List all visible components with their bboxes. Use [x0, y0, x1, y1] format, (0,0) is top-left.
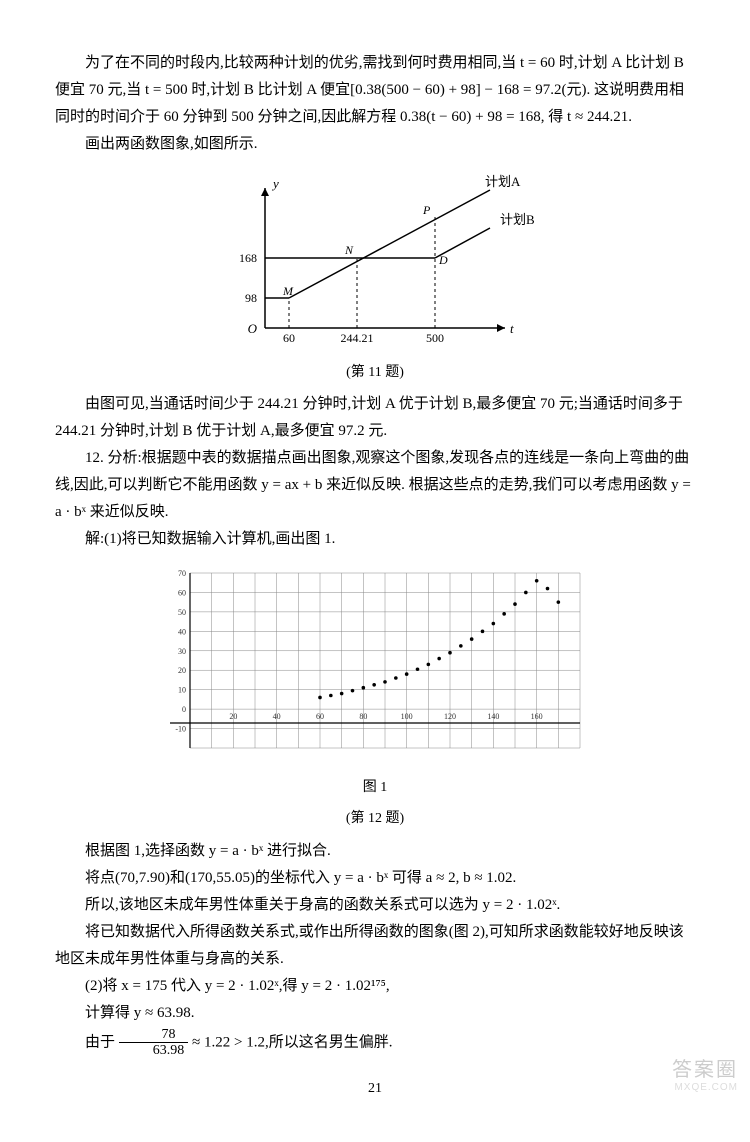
para-12-pre: 由于 [85, 1034, 115, 1050]
svg-text:-10: -10 [175, 725, 186, 734]
para-11: 计算得 y ≈ 63.98. [55, 1000, 695, 1027]
para-5: 解:(1)将已知数据输入计算机,画出图 1. [55, 526, 695, 553]
svg-text:100: 100 [401, 712, 413, 721]
svg-text:120: 120 [444, 712, 456, 721]
svg-text:60: 60 [316, 712, 324, 721]
series-A-label: 计划A [485, 174, 521, 189]
para-6: 根据图 1,选择函数 y = a · bˣ 进行拟合. [55, 838, 695, 865]
fraction-den: 63.98 [119, 1043, 189, 1058]
svg-text:80: 80 [359, 712, 367, 721]
svg-text:140: 140 [487, 712, 499, 721]
watermark-main: 答案圈 [672, 1058, 738, 1082]
svg-text:40: 40 [273, 712, 281, 721]
watermark-sub: MXQE.COM [672, 1082, 738, 1094]
chart2-caption: (第 12 题) [55, 806, 695, 831]
xtick-244: 244.21 [341, 331, 374, 345]
para-3: 由图可见,当通话时间少于 244.21 分钟时,计划 A 优于计划 B,最多便宜… [55, 391, 695, 445]
para-9: 将已知数据代入所得函数关系式,或作出所得函数的图象(图 2),可知所求函数能较好… [55, 919, 695, 973]
para-10: (2)将 x = 175 代入 y = 2 · 1.02ˣ,得 y = 2 · … [55, 973, 695, 1000]
para-12-post: ≈ 1.22 > 1.2,所以这名男生偏胖. [192, 1034, 392, 1050]
svg-text:0: 0 [182, 705, 186, 714]
svg-text:40: 40 [178, 628, 186, 637]
chart-scatter: 20 40 60 80 100 120 140 160 -10 0 10 20 30 40 50 60 70 [55, 563, 695, 773]
fraction-num: 78 [119, 1027, 189, 1043]
svg-text:60: 60 [178, 589, 186, 598]
svg-text:160: 160 [531, 712, 543, 721]
para-1: 为了在不同的时段内,比较两种计划的优劣,需找到何时费用相同,当 t = 60 时… [55, 50, 695, 131]
chart2-caption-top: 图 1 [55, 775, 695, 800]
ytick-98: 98 [245, 291, 257, 305]
point-N: N [344, 243, 354, 257]
svg-text:20: 20 [229, 712, 237, 721]
svg-text:50: 50 [178, 608, 186, 617]
y-axis-label: y [271, 176, 279, 191]
svg-text:70: 70 [178, 569, 186, 578]
point-P: P [422, 203, 431, 217]
chart1-caption: (第 11 题) [55, 360, 695, 385]
xtick-500: 500 [426, 331, 444, 345]
para-7: 将点(70,7.90)和(170,55.05)的坐标代入 y = a · bˣ … [55, 865, 695, 892]
fraction: 78 63.98 [119, 1027, 189, 1059]
series-B-label: 计划B [500, 212, 535, 227]
para-12: 由于 78 63.98 ≈ 1.22 > 1.2,所以这名男生偏胖. [55, 1027, 695, 1059]
xtick-60: 60 [283, 331, 295, 345]
point-D: D [438, 253, 448, 267]
svg-text:30: 30 [178, 647, 186, 656]
para-2: 画出两函数图象,如图所示. [55, 131, 695, 158]
ytick-168: 168 [239, 251, 257, 265]
svg-text:10: 10 [178, 686, 186, 695]
svg-text:20: 20 [178, 666, 186, 675]
origin-label: O [248, 321, 258, 336]
point-M: M [282, 284, 294, 298]
t-axis-label: t [510, 321, 514, 336]
watermark: 答案圈 MXQE.COM [672, 1058, 738, 1094]
para-4: 12. 分析:根据题中表的数据描点画出图象,观察这个图象,发现各点的连线是一条向… [55, 445, 695, 526]
page-number: 21 [55, 1076, 695, 1101]
para-8: 所以,该地区未成年男性体重关于身高的函数关系式可以选为 y = 2 · 1.02… [55, 892, 695, 919]
chart-plan-comparison: O 98 168 60 244.21 500 M N D P 计划A 计划B y… [55, 168, 695, 358]
